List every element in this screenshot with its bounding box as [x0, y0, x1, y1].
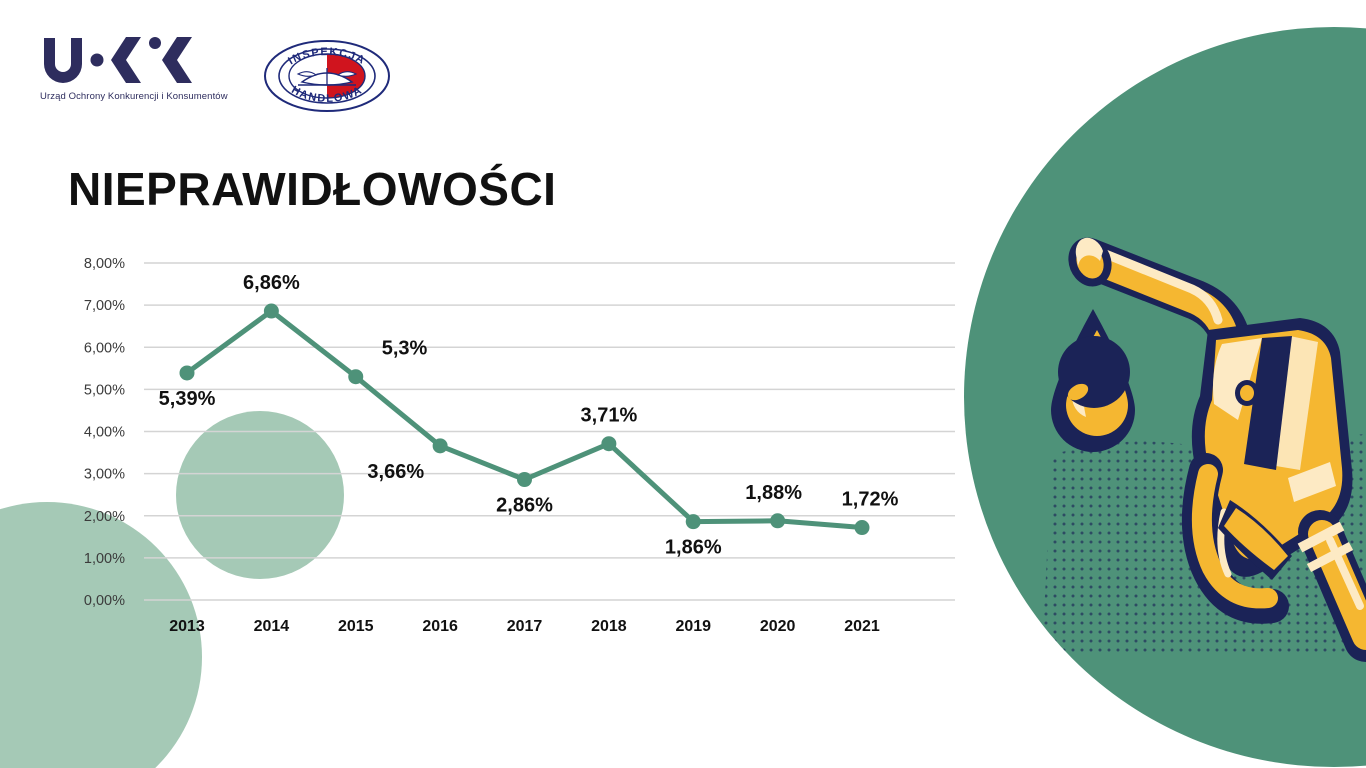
decorative-dot-bubble [1058, 336, 1130, 408]
data-point-2021 [854, 520, 870, 536]
data-label-2021: 1,72% [842, 489, 899, 511]
y-axis-label: 0,00% [84, 593, 125, 609]
fuel-nozzle-handle [1181, 453, 1292, 624]
data-label-2015: 5,3% [382, 338, 428, 360]
x-axis-label-2020: 2020 [760, 618, 796, 635]
fuel-nozzle-illustration [1042, 237, 1366, 662]
x-axis-label-2017: 2017 [507, 618, 543, 635]
y-axis-label: 6,00% [84, 340, 125, 356]
data-point-2014 [263, 303, 279, 319]
y-axis-label: 7,00% [84, 298, 125, 314]
data-points [179, 303, 870, 536]
data-label-2017: 2,86% [496, 495, 553, 517]
data-point-2018 [601, 436, 617, 452]
data-label-2016: 3,66% [367, 461, 424, 483]
data-label-2020: 1,88% [745, 482, 802, 504]
line-chart-canvas: 8,00% 7,00% 6,00% 5,00% 4,00% 3,00% 2,00% 1,00%… [84, 256, 955, 635]
y-axis-ticks: 8,00% 7,00% 6,00% 5,00% 4,00% 3,00% 2,00% 1,00%… [84, 256, 125, 609]
uokik-logo: Urząd Ochrony Konkurencji i Konsumentów [40, 34, 228, 102]
line-chart: 8,00% 7,00% 6,00% 5,00% 4,00% 3,00% 2,00% 1,00%… [84, 256, 955, 635]
y-axis-label: 3,00% [84, 467, 125, 483]
x-axis-label-2013: 2013 [169, 618, 205, 635]
data-point-2020 [770, 513, 786, 529]
x-axis-label-2015: 2015 [338, 618, 374, 635]
x-axis-label-2021: 2021 [844, 618, 880, 635]
y-axis-label: 2,00% [84, 509, 125, 525]
fuel-hose [1297, 510, 1366, 662]
gridlines [144, 262, 955, 601]
y-axis-label: 4,00% [84, 425, 125, 441]
uokik-logo-subtitle: Urząd Ochrony Konkurencji i Konsumentów [40, 91, 228, 102]
data-point-2013 [179, 365, 195, 381]
y-axis-label: 5,00% [84, 382, 125, 398]
decorative-circle-sage-small [176, 411, 344, 579]
data-point-2015 [348, 369, 364, 385]
x-axis-label-2014: 2014 [254, 618, 290, 635]
y-axis-label: 1,00% [84, 551, 125, 567]
data-label-2019: 1,86% [665, 537, 722, 559]
data-label-2018: 3,71% [581, 405, 638, 427]
x-axis-ticks: 2013 2014 2015 2016 2017 2018 2019 2020 2021 [169, 618, 880, 635]
data-point-2017 [517, 472, 532, 488]
data-point-2016 [432, 438, 448, 454]
data-label-2014: 6,86% [243, 272, 300, 294]
x-axis-label-2019: 2019 [675, 618, 711, 635]
uokik-logo-mark [44, 37, 192, 83]
page-title: NIEPRAWIDŁOWOŚCI [68, 163, 557, 215]
inspekcja-handlowa-seal: INSPEKCJA HANDLOWA [264, 40, 390, 112]
data-label-2013: 5,39% [159, 388, 216, 410]
y-axis-label: 8,00% [84, 256, 125, 272]
data-point-2019 [685, 514, 701, 530]
x-axis-label-2018: 2018 [591, 618, 627, 635]
data-point-labels: 5,39% 6,86% 5,3% 3,66% 2,86% 3,71% 1,86% 1,88% 1… [159, 272, 899, 559]
logo-group: Urząd Ochrony Konkurencji i Konsumentów [40, 34, 392, 114]
x-axis-label-2016: 2016 [422, 618, 458, 635]
